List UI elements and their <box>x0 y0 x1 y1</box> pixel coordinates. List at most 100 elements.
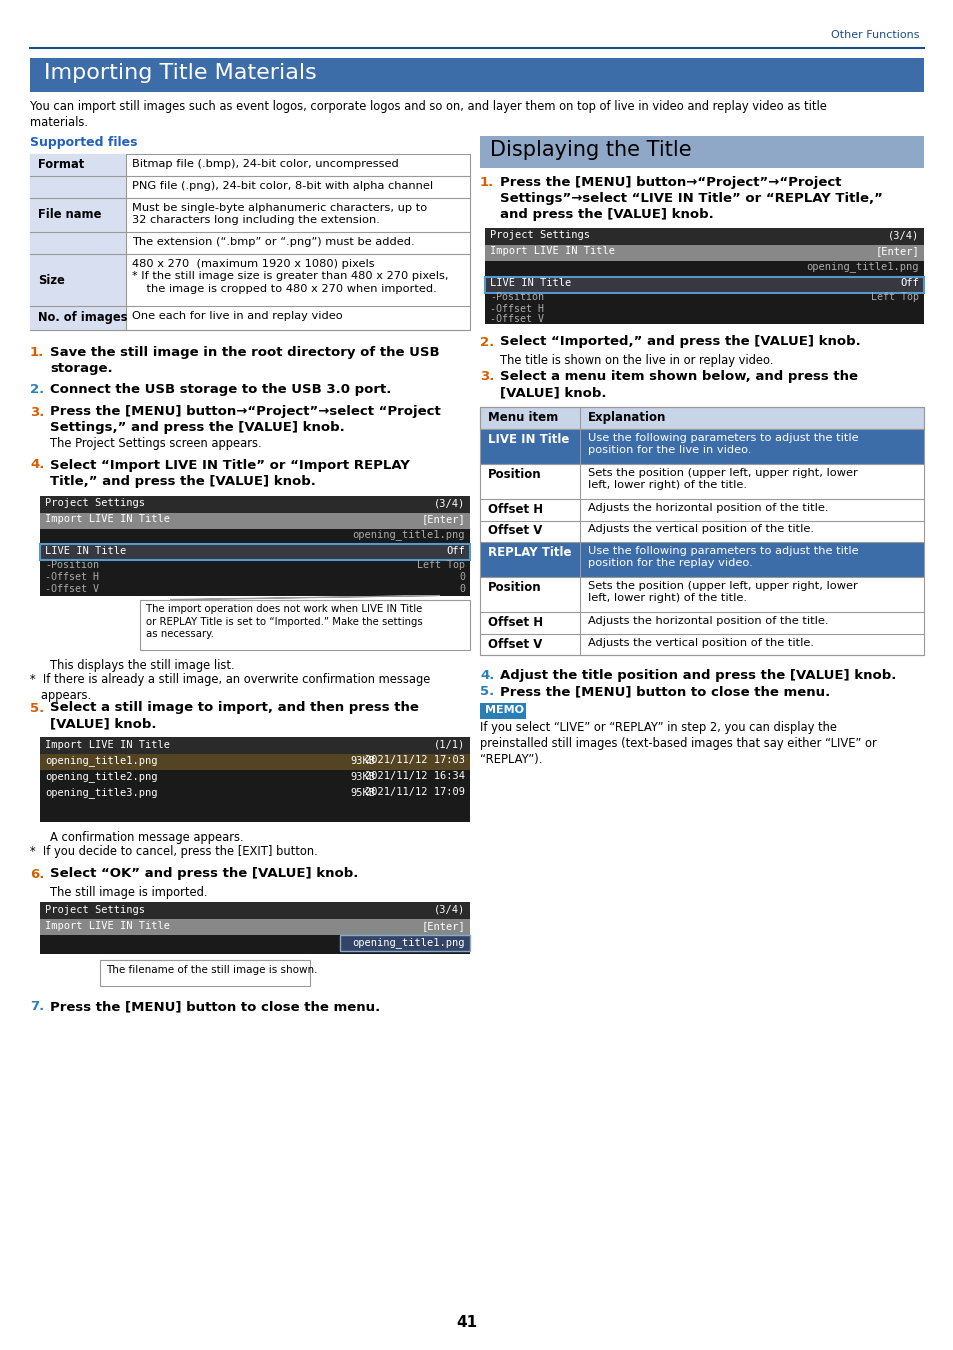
Text: Import LIVE IN Title: Import LIVE IN Title <box>490 247 615 256</box>
Text: 3.: 3. <box>30 405 45 418</box>
Text: -Offset H: -Offset H <box>490 304 543 313</box>
Text: Menu item: Menu item <box>488 410 558 424</box>
Text: Format: Format <box>38 158 84 171</box>
Bar <box>30 176 126 198</box>
Text: Press the [MENU] button to close the menu.: Press the [MENU] button to close the men… <box>499 684 829 698</box>
Text: You can import still images such as event logos, corporate logos and so on, and : You can import still images such as even… <box>30 100 826 130</box>
Text: opening_title1.png: opening_title1.png <box>352 937 464 948</box>
Text: 2.: 2. <box>479 336 494 348</box>
Bar <box>479 633 923 655</box>
Bar <box>40 737 470 822</box>
Bar <box>40 753 470 769</box>
Polygon shape <box>170 595 439 599</box>
Text: Select “Imported,” and press the [VALUE] knob.: Select “Imported,” and press the [VALUE]… <box>499 336 860 348</box>
Bar <box>40 495 470 513</box>
Text: opening_title1.png: opening_title1.png <box>45 756 157 767</box>
Text: 41: 41 <box>456 1315 476 1330</box>
Text: Position: Position <box>488 468 541 481</box>
Text: Connect the USB storage to the USB 3.0 port.: Connect the USB storage to the USB 3.0 p… <box>50 383 391 396</box>
Text: Project Settings: Project Settings <box>45 904 145 915</box>
Text: 1.: 1. <box>30 346 44 359</box>
Bar <box>479 136 923 167</box>
Text: Offset H: Offset H <box>488 504 542 516</box>
Bar <box>40 513 470 528</box>
Text: Offset V: Offset V <box>488 637 542 651</box>
Bar <box>140 599 470 649</box>
Bar <box>40 495 470 595</box>
Text: MEMO: MEMO <box>484 705 523 716</box>
Bar <box>484 277 923 293</box>
Text: (3/4): (3/4) <box>434 904 464 915</box>
Text: [Enter]: [Enter] <box>874 247 918 256</box>
Text: Save the still image in the root directory of the USB
storage.: Save the still image in the root directo… <box>50 346 439 375</box>
Text: Offset V: Offset V <box>488 525 542 537</box>
Text: -Position: -Position <box>490 293 543 302</box>
Text: Press the [MENU] button→“Project”→select “Project
Settings,” and press the [VALU: Press the [MENU] button→“Project”→select… <box>50 405 440 435</box>
Text: 93KB: 93KB <box>350 771 375 782</box>
Text: REPLAY Title: REPLAY Title <box>488 545 571 559</box>
Bar <box>479 612 923 633</box>
Text: Import LIVE IN Title: Import LIVE IN Title <box>45 740 170 749</box>
Text: One each for live in and replay video: One each for live in and replay video <box>132 310 342 321</box>
Text: Select “OK” and press the [VALUE] knob.: Select “OK” and press the [VALUE] knob. <box>50 868 358 880</box>
Text: Press the [MENU] button to close the menu.: Press the [MENU] button to close the men… <box>50 1000 380 1012</box>
Text: 6.: 6. <box>30 868 45 880</box>
Text: Import LIVE IN Title: Import LIVE IN Title <box>45 921 170 931</box>
Bar <box>40 544 470 559</box>
Text: Adjusts the vertical position of the title.: Adjusts the vertical position of the tit… <box>587 637 813 648</box>
Bar <box>479 521 923 541</box>
Text: The extension (“.bmp” or “.png”) must be added.: The extension (“.bmp” or “.png”) must be… <box>132 238 415 247</box>
Bar <box>40 919 470 936</box>
Text: -Offset V: -Offset V <box>490 315 543 324</box>
Text: If you select “LIVE” or “REPLAY” in step 2, you can display the
preinstalled sti: If you select “LIVE” or “REPLAY” in step… <box>479 721 876 765</box>
Text: The still image is imported.: The still image is imported. <box>50 886 208 899</box>
Text: A confirmation message appears.: A confirmation message appears. <box>50 832 243 845</box>
Text: Left Top: Left Top <box>416 559 464 570</box>
Text: [Enter]: [Enter] <box>421 514 464 525</box>
Text: Select “Import LIVE IN Title” or “Import REPLAY
Title,” and press the [VALUE] kn: Select “Import LIVE IN Title” or “Import… <box>50 459 410 487</box>
Text: 5.: 5. <box>479 684 494 698</box>
Text: -Offset H: -Offset H <box>45 571 99 582</box>
Bar <box>479 703 525 720</box>
Text: Off: Off <box>900 278 918 289</box>
Text: Importing Title Materials: Importing Title Materials <box>44 63 316 82</box>
Text: opening_title1.png: opening_title1.png <box>805 262 918 273</box>
Text: -Position: -Position <box>45 559 99 570</box>
Text: 2021/11/12 17:09: 2021/11/12 17:09 <box>365 787 464 798</box>
Text: Position: Position <box>488 580 541 594</box>
Bar <box>479 406 923 429</box>
Bar <box>479 464 923 500</box>
Text: Sets the position (upper left, upper right, lower
left, lower right) of the titl: Sets the position (upper left, upper rig… <box>587 468 857 490</box>
Bar <box>30 232 126 254</box>
Text: The Project Settings screen appears.: The Project Settings screen appears. <box>50 436 261 450</box>
Bar <box>484 244 923 261</box>
Text: Displaying the Title: Displaying the Title <box>490 140 691 161</box>
Text: This displays the still image list.: This displays the still image list. <box>50 660 234 672</box>
Bar <box>100 960 310 985</box>
Bar <box>484 277 923 293</box>
Text: *  If you decide to cancel, press the [EXIT] button.: * If you decide to cancel, press the [EX… <box>30 845 317 859</box>
Bar <box>484 228 923 324</box>
Bar <box>40 902 470 954</box>
Text: Offset H: Offset H <box>488 616 542 629</box>
Bar <box>339 936 470 950</box>
Text: Other Functions: Other Functions <box>831 30 919 40</box>
Text: 480 x 270  (maximum 1920 x 1080) pixels
* If the still image size is greater tha: 480 x 270 (maximum 1920 x 1080) pixels *… <box>132 259 448 294</box>
Text: 95KB: 95KB <box>350 787 375 798</box>
Text: LIVE IN Title: LIVE IN Title <box>490 278 571 289</box>
Text: [Enter]: [Enter] <box>421 921 464 931</box>
Text: opening_title3.png: opening_title3.png <box>45 787 157 798</box>
Text: -Offset V: -Offset V <box>45 583 99 594</box>
Text: 4.: 4. <box>479 670 494 682</box>
Text: 93KB: 93KB <box>350 756 375 765</box>
Text: Off: Off <box>446 545 464 555</box>
Text: 2021/11/12 16:34: 2021/11/12 16:34 <box>365 771 464 782</box>
Text: 5.: 5. <box>30 702 44 714</box>
Text: Sets the position (upper left, upper right, lower
left, lower right) of the titl: Sets the position (upper left, upper rig… <box>587 580 857 603</box>
Text: 0: 0 <box>458 571 464 582</box>
Text: PNG file (.png), 24-bit color, 8-bit with alpha channel: PNG file (.png), 24-bit color, 8-bit wit… <box>132 181 433 190</box>
Text: *  If there is already a still image, an overwrite confirmation message
   appea: * If there is already a still image, an … <box>30 674 430 702</box>
Text: Explanation: Explanation <box>587 410 666 424</box>
Text: Import LIVE IN Title: Import LIVE IN Title <box>45 514 170 525</box>
Text: Use the following parameters to adjust the title
position for the replay video.: Use the following parameters to adjust t… <box>587 545 858 568</box>
